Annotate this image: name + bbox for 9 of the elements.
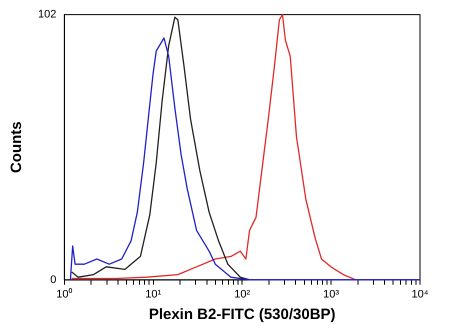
- y-tick-label: 102: [38, 8, 56, 21]
- x-tick-label: 10⁰: [56, 287, 72, 300]
- x-tick-label: 10¹: [145, 288, 162, 300]
- x-tick-label: 10²: [234, 288, 250, 300]
- x-tick-label: 10³: [323, 288, 340, 300]
- y-tick-label: 0: [50, 274, 56, 286]
- x-axis-title: Plexin B2-FITC (530/30BP): [148, 306, 336, 324]
- x-tick-label: 10⁴: [412, 288, 429, 300]
- y-axis-title: Counts: [8, 121, 26, 174]
